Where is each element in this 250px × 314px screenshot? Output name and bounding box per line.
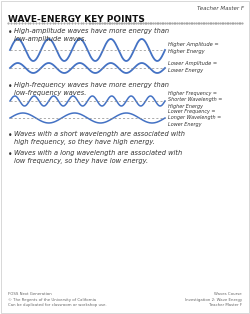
Text: •: • [8, 131, 12, 140]
Text: •: • [8, 150, 12, 159]
Text: •: • [8, 82, 12, 91]
Text: WAVE-ENERGY KEY POINTS: WAVE-ENERGY KEY POINTS [8, 15, 145, 24]
Text: Lower Frequency =
Longer Wavelength =
Lower Energy: Lower Frequency = Longer Wavelength = Lo… [168, 109, 221, 127]
Text: High-frequency waves have more energy than
low-frequency waves.: High-frequency waves have more energy th… [14, 82, 169, 96]
Text: Waves with a long wavelength are associated with
low frequency, so they have low: Waves with a long wavelength are associa… [14, 150, 182, 164]
Text: Waves Course
Investigation 2: Wave Energy
Teacher Master F: Waves Course Investigation 2: Wave Energ… [185, 292, 242, 307]
Text: Higher Amplitude =
Higher Energy: Higher Amplitude = Higher Energy [168, 42, 218, 54]
Text: Lower Amplitude =
Lower Energy: Lower Amplitude = Lower Energy [168, 61, 217, 73]
Text: Teacher Master F: Teacher Master F [197, 6, 244, 11]
Text: High-amplitude waves have more energy than
low-amplitude waves.: High-amplitude waves have more energy th… [14, 28, 169, 42]
Text: •: • [8, 28, 12, 37]
Text: FOSS Next Generation
© The Regents of the University of California
Can be duplic: FOSS Next Generation © The Regents of th… [8, 292, 106, 307]
Text: Waves with a short wavelength are associated with
high frequency, so they have h: Waves with a short wavelength are associ… [14, 131, 185, 145]
Text: Higher Frequency =
Shorter Wavelength =
Higher Energy: Higher Frequency = Shorter Wavelength = … [168, 91, 222, 109]
